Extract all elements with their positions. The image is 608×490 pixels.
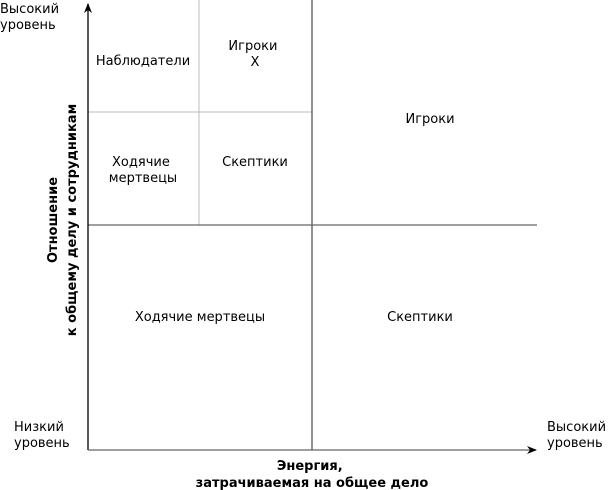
y-high-label: Высокий уровень	[0, 2, 63, 33]
x-axis-title: Энергия, затрачиваемая на общее дело	[196, 459, 429, 490]
svg-text:к общему делу и сотрудникам: к общему делу и сотрудникам	[65, 104, 80, 336]
y-low-label: Низкий уровень	[14, 420, 70, 451]
svg-text:Отношение: Отношение	[46, 177, 61, 263]
y-axis-title: Отношение к общему делу и сотрудникам	[46, 104, 80, 336]
cell-observers: Наблюдатели	[96, 54, 190, 69]
x-high-label: Высокий уровень	[547, 420, 608, 451]
cell-players: Игроки	[405, 112, 454, 127]
cell-walking-dead: Ходячие мертвецы	[135, 310, 265, 325]
cell-players-x: Игроки X	[228, 39, 281, 70]
cell-skeptics-small: Скептики	[222, 155, 288, 170]
cell-walking-dead-small: Ходячие мертвецы	[109, 155, 177, 186]
cell-skeptics: Скептики	[387, 310, 453, 325]
